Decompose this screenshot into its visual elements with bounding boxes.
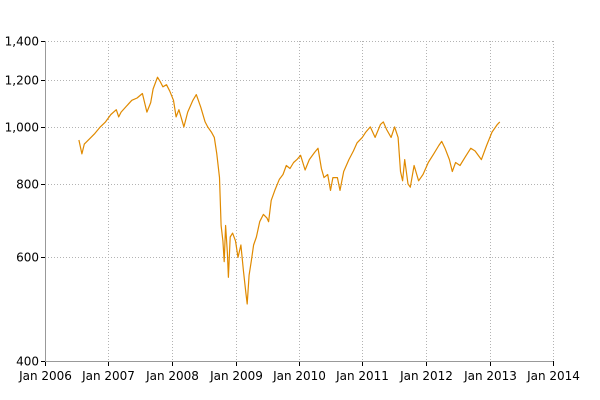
y-tick-label: 1,000 [5, 121, 39, 135]
tick-labels: 400 600 800 1,000 1,200 1,400 Jan 2006 Jan 2007… [5, 35, 580, 384]
x-tick-label: Jan 2011 [335, 369, 389, 383]
x-tick-label: Jan 2008 [145, 369, 199, 383]
y-tick-label: 600 [16, 251, 39, 265]
x-tick-label: Jan 2006 [18, 369, 72, 383]
grid-lines [45, 41, 554, 361]
x-tick-label: Jan 2012 [399, 369, 453, 383]
x-tick-label: Jan 2010 [272, 369, 326, 383]
y-tick-label: 400 [16, 355, 39, 369]
axes [41, 41, 554, 366]
y-tick-label: 1,400 [5, 35, 39, 49]
x-tick-label: Jan 2009 [209, 369, 263, 383]
x-tick-label: Jan 2014 [526, 369, 580, 383]
y-tick-label: 800 [16, 178, 39, 192]
x-tick-label: Jan 2013 [463, 369, 517, 383]
x-tick-label: Jan 2007 [81, 369, 135, 383]
series-line [78, 76, 501, 305]
series-layer [78, 76, 501, 305]
y-tick-label: 1,200 [5, 74, 39, 88]
